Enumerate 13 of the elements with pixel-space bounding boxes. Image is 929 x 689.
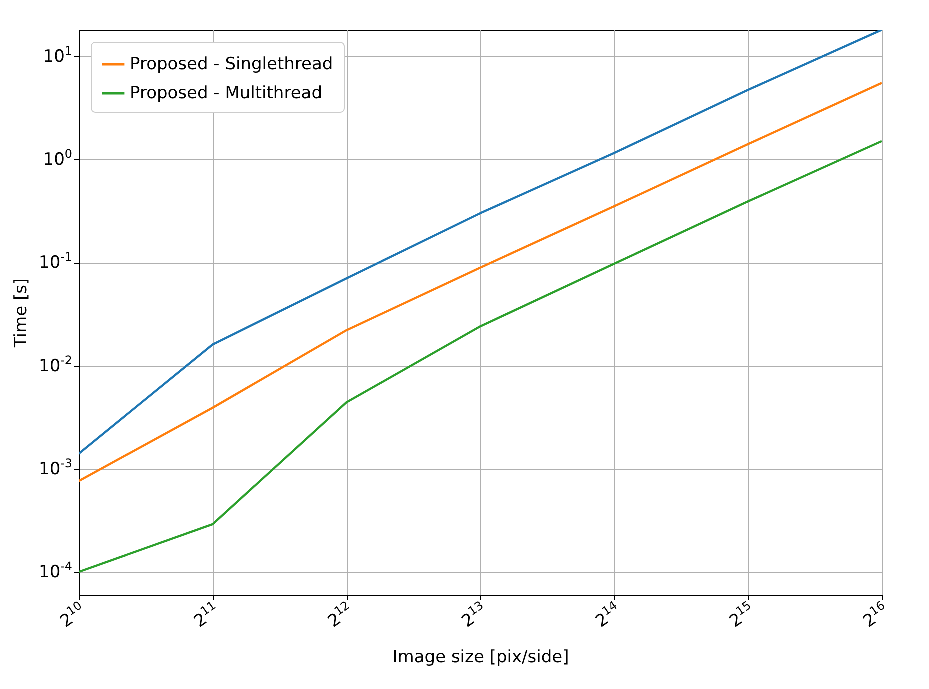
line-series (79, 30, 882, 455)
y-tick-label: 10$^{0}$ (43, 146, 72, 170)
line-series (79, 82, 882, 482)
y-tick-label: 10$^{-2}$ (39, 353, 72, 376)
legend-label: Proposed - Singlethread (130, 54, 334, 74)
line-series (79, 140, 882, 574)
y-tick-label: 10$^{-4}$ (39, 560, 72, 583)
y-tick-label: 10$^{-1}$ (39, 250, 72, 274)
y-tick-label: 10$^{-3}$ (39, 456, 72, 480)
y-axis-title: Time [s] (12, 278, 32, 349)
legend-label: Proposed - Multithread (130, 84, 322, 104)
x-axis-title: Image size [pix/side] (392, 647, 570, 668)
y-tick-label: 10$^{1}$ (43, 44, 72, 67)
